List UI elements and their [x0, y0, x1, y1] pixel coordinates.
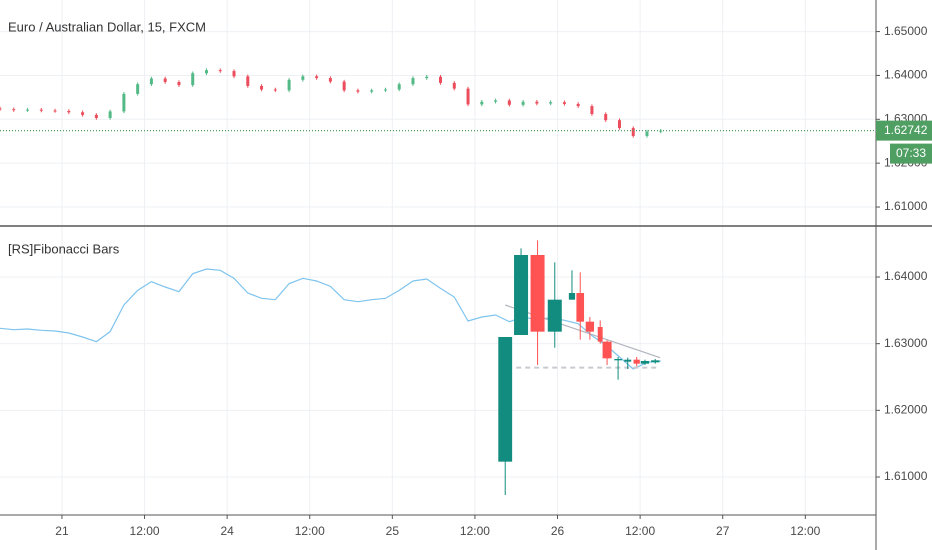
x-tick-label: 12:00 — [625, 524, 655, 538]
y-tick-label: 1.64000 — [884, 68, 928, 82]
candle-body — [507, 100, 511, 105]
grid — [0, 0, 876, 515]
y-tick-label: 1.61000 — [884, 199, 928, 213]
candle-body — [590, 106, 594, 115]
countdown-badge — [890, 143, 932, 164]
candle-body — [191, 73, 195, 86]
x-tick-label: 24 — [220, 524, 234, 538]
candle-body — [218, 70, 222, 72]
y-tick-label: 1.62000 — [884, 403, 928, 417]
candle-body — [617, 120, 621, 129]
candle-body — [624, 359, 632, 362]
candle-body — [576, 103, 580, 107]
chart-title: Euro / Australian Dollar, 15, FXCM — [8, 19, 206, 34]
candle-body — [633, 359, 640, 364]
candle-body — [301, 76, 305, 80]
candle-body — [597, 327, 603, 342]
candle-body — [397, 84, 401, 90]
labels: 1.61000 1.62000 1.63000 1.64000 1.65000 1.627… — [55, 24, 932, 538]
candle-body — [26, 109, 30, 111]
last-price-badge — [876, 120, 932, 141]
candle-body — [122, 93, 126, 112]
x-tick-label: 21 — [55, 524, 69, 538]
candle-body — [631, 128, 635, 136]
candle-body — [411, 78, 415, 85]
candle-body — [530, 255, 545, 332]
candle-body — [246, 76, 250, 86]
x-tick-label: 26 — [551, 524, 565, 538]
indicator-title: [RS]Fibonacci Bars — [8, 241, 120, 256]
candle-body — [614, 359, 622, 361]
candle-body — [494, 100, 498, 102]
candle-body — [562, 102, 566, 104]
candle-body — [149, 78, 153, 85]
candle-body — [514, 255, 529, 335]
candle-body — [439, 76, 443, 83]
x-tick-label: 12:00 — [460, 524, 490, 538]
candle-body — [53, 110, 57, 112]
candle-body — [356, 90, 360, 92]
candle-body — [535, 101, 539, 104]
marks — [0, 68, 876, 495]
candle-body — [67, 110, 71, 113]
candle-body — [568, 293, 576, 300]
candle-body — [273, 89, 277, 91]
candle-body — [342, 81, 346, 91]
candle-body — [547, 299, 562, 332]
candle-body — [466, 88, 470, 105]
candle-body — [645, 131, 649, 136]
candle-body — [452, 82, 456, 89]
candle-body — [498, 337, 513, 462]
candle-body — [108, 111, 112, 118]
x-tick-label: 12:00 — [130, 524, 160, 538]
candle-body — [163, 78, 167, 83]
candle-body — [370, 90, 374, 92]
candle-body — [604, 114, 608, 121]
candle-body — [576, 293, 585, 322]
countdown-label: 07:33 — [896, 146, 926, 160]
candle-body — [232, 71, 236, 77]
x-tick-label: 12:00 — [790, 524, 820, 538]
candle-body — [315, 76, 319, 79]
candle-body — [177, 82, 181, 86]
candle-body — [602, 341, 612, 359]
candle-body — [287, 79, 291, 91]
candle-body — [260, 85, 264, 90]
x-tick-label: 27 — [716, 524, 730, 538]
candle-body — [480, 101, 484, 105]
candle-body — [94, 114, 98, 118]
candle-body — [136, 84, 140, 94]
y-tick-label: 1.61000 — [884, 469, 928, 483]
candle-body — [204, 70, 208, 74]
candle-body — [585, 321, 595, 332]
candle-body — [328, 78, 332, 82]
candle-body — [549, 102, 553, 104]
candle-body — [640, 361, 650, 364]
candle-body — [12, 109, 16, 111]
candle-body — [383, 89, 387, 91]
x-tick-label: 12:00 — [295, 524, 325, 538]
candle-body — [0, 108, 2, 110]
x-tick-label: 25 — [386, 524, 400, 538]
candle-body — [81, 112, 85, 115]
candle-body — [39, 109, 43, 111]
candle-body — [651, 360, 660, 363]
y-tick-label: 1.64000 — [884, 269, 928, 283]
y-tick-label: 1.65000 — [884, 24, 928, 38]
candle-body — [425, 76, 429, 79]
candle-body — [521, 101, 525, 105]
y-tick-label: 1.63000 — [884, 336, 928, 350]
last-price-label: 1.62742 — [884, 123, 928, 137]
